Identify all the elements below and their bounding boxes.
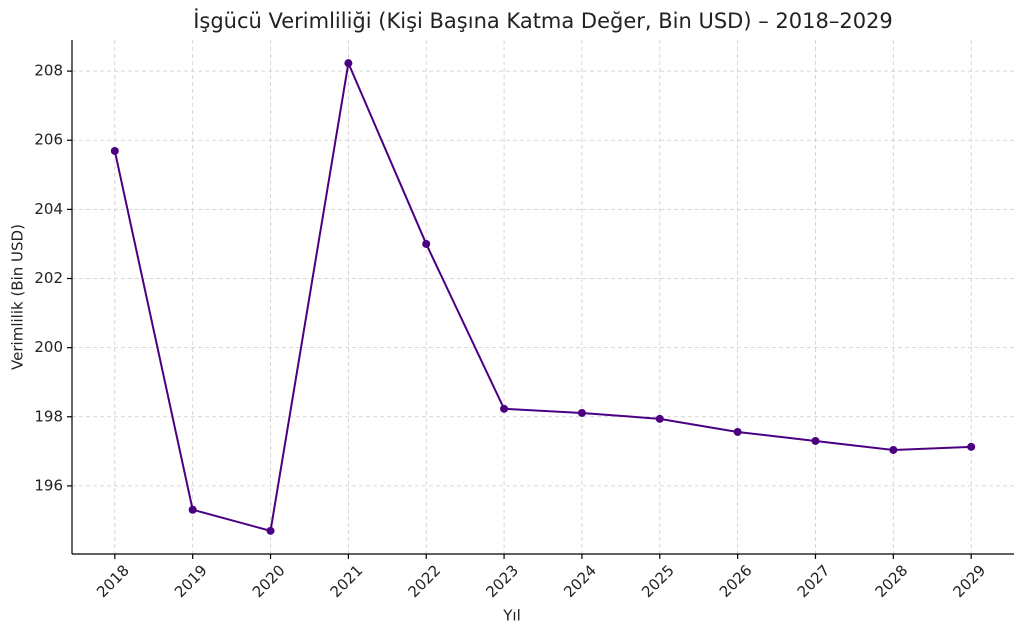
x-axis-label: Yıl — [502, 607, 521, 625]
x-tick-label: 2021 — [327, 561, 367, 601]
data-point — [577, 408, 586, 417]
x-tick-label: 2028 — [872, 561, 912, 601]
data-point — [344, 59, 353, 68]
y-tick-label: 198 — [34, 407, 63, 425]
data-point — [655, 414, 664, 423]
y-tick-label: 204 — [34, 200, 63, 218]
data-point — [500, 404, 509, 413]
data-point — [188, 505, 197, 514]
data-point — [266, 526, 275, 535]
data-point — [889, 445, 898, 454]
x-tick-label: 2027 — [794, 561, 834, 601]
data-line — [113, 59, 972, 533]
y-tick-label: 196 — [34, 476, 63, 494]
y-axis-label: Verimlilik (Bin USD) — [9, 224, 27, 370]
x-tick-label: 2019 — [171, 561, 211, 601]
x-tick-label: 2018 — [93, 561, 133, 601]
data-point — [811, 436, 820, 445]
chart-title: İşgücü Verimliliği (Kişi Başına Katma De… — [193, 8, 893, 33]
y-tick-label: 200 — [34, 338, 63, 356]
x-tick-label: 2020 — [249, 561, 289, 601]
x-tick-label: 2023 — [482, 561, 522, 601]
x-tick-label: 2029 — [949, 561, 989, 601]
data-point — [110, 146, 119, 155]
x-tick-label: 2025 — [638, 561, 678, 601]
x-tick-label: 2024 — [560, 561, 600, 601]
x-tick-label: 2022 — [405, 561, 445, 601]
y-tick-label: 206 — [34, 131, 63, 149]
data-point — [422, 239, 431, 248]
data-point — [967, 442, 976, 451]
y-tick-label: 202 — [34, 269, 63, 287]
data-point — [733, 427, 742, 436]
x-tick-label: 2026 — [716, 561, 756, 601]
y-tick-label: 208 — [34, 62, 63, 80]
